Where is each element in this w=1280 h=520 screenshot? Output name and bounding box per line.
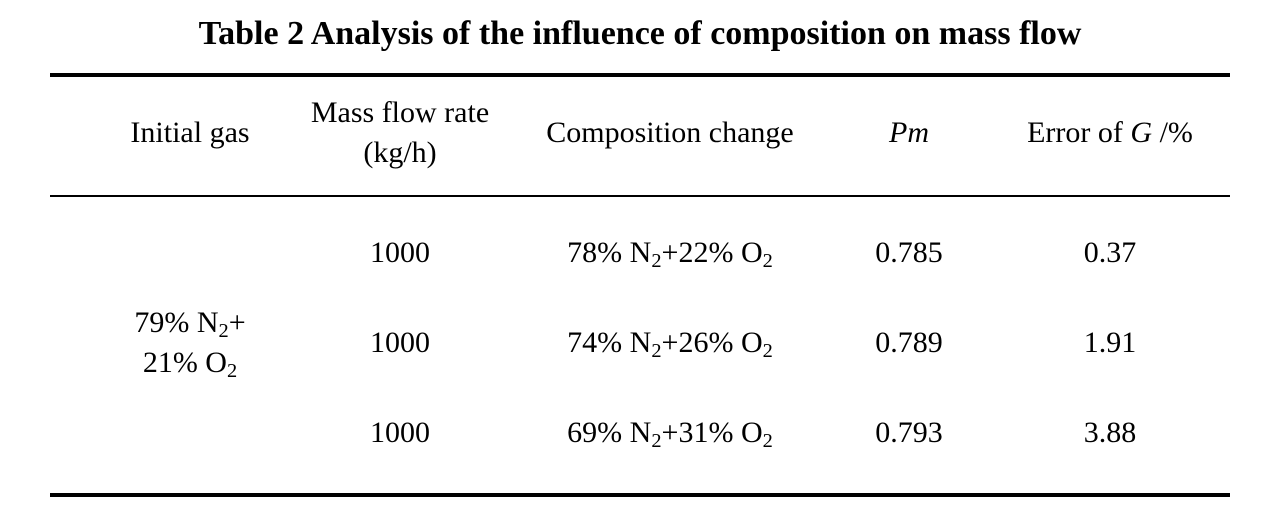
row2-comp-n: 74% N	[567, 326, 652, 359]
row2-mass-flow: 1000	[370, 326, 430, 359]
header-mass-flow-line2: (kg/h)	[363, 136, 437, 169]
row2-comp-n-sub: 2	[651, 340, 662, 363]
initial-gas-n-pct: 79% N	[134, 306, 219, 339]
initial-gas-n-sub: 2	[218, 320, 229, 343]
row2-comp-o: +26% O	[661, 326, 763, 359]
row3-comp-o: +31% O	[661, 416, 763, 449]
row1-comp-o-sub: 2	[762, 250, 773, 273]
initial-gas-o-sub: 2	[226, 360, 238, 383]
initial-gas-plus: +	[228, 306, 246, 339]
header-mass-flow-rate: Mass flow rate (kg/h)	[311, 93, 489, 173]
row2-pm: 0.789	[875, 326, 943, 359]
initial-gas-o-pct: 21% O	[142, 346, 227, 379]
row3-mass-flow: 1000	[370, 416, 430, 449]
initial-gas-o2: 21% O2	[142, 346, 238, 383]
header-composition-change: Composition change	[546, 116, 794, 149]
row2-comp-o-sub: 2	[762, 340, 773, 363]
header-error-var: G	[1130, 116, 1153, 149]
row1-mass-flow: 1000	[370, 236, 430, 269]
row1-comp-n: 78% N	[567, 236, 652, 269]
row3-error: 3.88	[1083, 416, 1137, 449]
header-error-prefix: Error of	[1027, 116, 1131, 149]
row3-comp-o-sub: 2	[762, 430, 773, 453]
row1-comp-n-sub: 2	[651, 250, 662, 273]
row1-comp-o: +22% O	[661, 236, 763, 269]
row3-composition: 69% N2+31% O2	[567, 413, 773, 453]
row3-pm: 0.793	[875, 416, 943, 449]
row2-composition: 74% N2+26% O2	[567, 323, 773, 363]
bottom-rule	[50, 493, 1230, 497]
initial-gas-n2: 79% N2+	[134, 306, 246, 343]
row1-pm: 0.785	[875, 236, 943, 269]
header-rule	[50, 195, 1230, 197]
header-error-suffix: /%	[1152, 116, 1193, 149]
header-mass-flow-line1: Mass flow rate	[310, 96, 490, 129]
header-initial-gas: Initial gas	[130, 116, 250, 149]
header-error: Error of G /%	[1027, 113, 1193, 153]
row1-composition: 78% N2+22% O2	[567, 233, 773, 273]
row2-error: 1.91	[1083, 326, 1137, 359]
initial-gas-cell: 79% N2+ 21% O2	[134, 303, 245, 383]
top-rule	[50, 73, 1230, 77]
row3-comp-n-sub: 2	[651, 430, 662, 453]
table-title: Table 2 Analysis of the influence of com…	[198, 15, 1082, 52]
header-pm: Pm	[889, 116, 929, 149]
row3-comp-n: 69% N	[567, 416, 652, 449]
row1-error: 0.37	[1083, 236, 1137, 269]
